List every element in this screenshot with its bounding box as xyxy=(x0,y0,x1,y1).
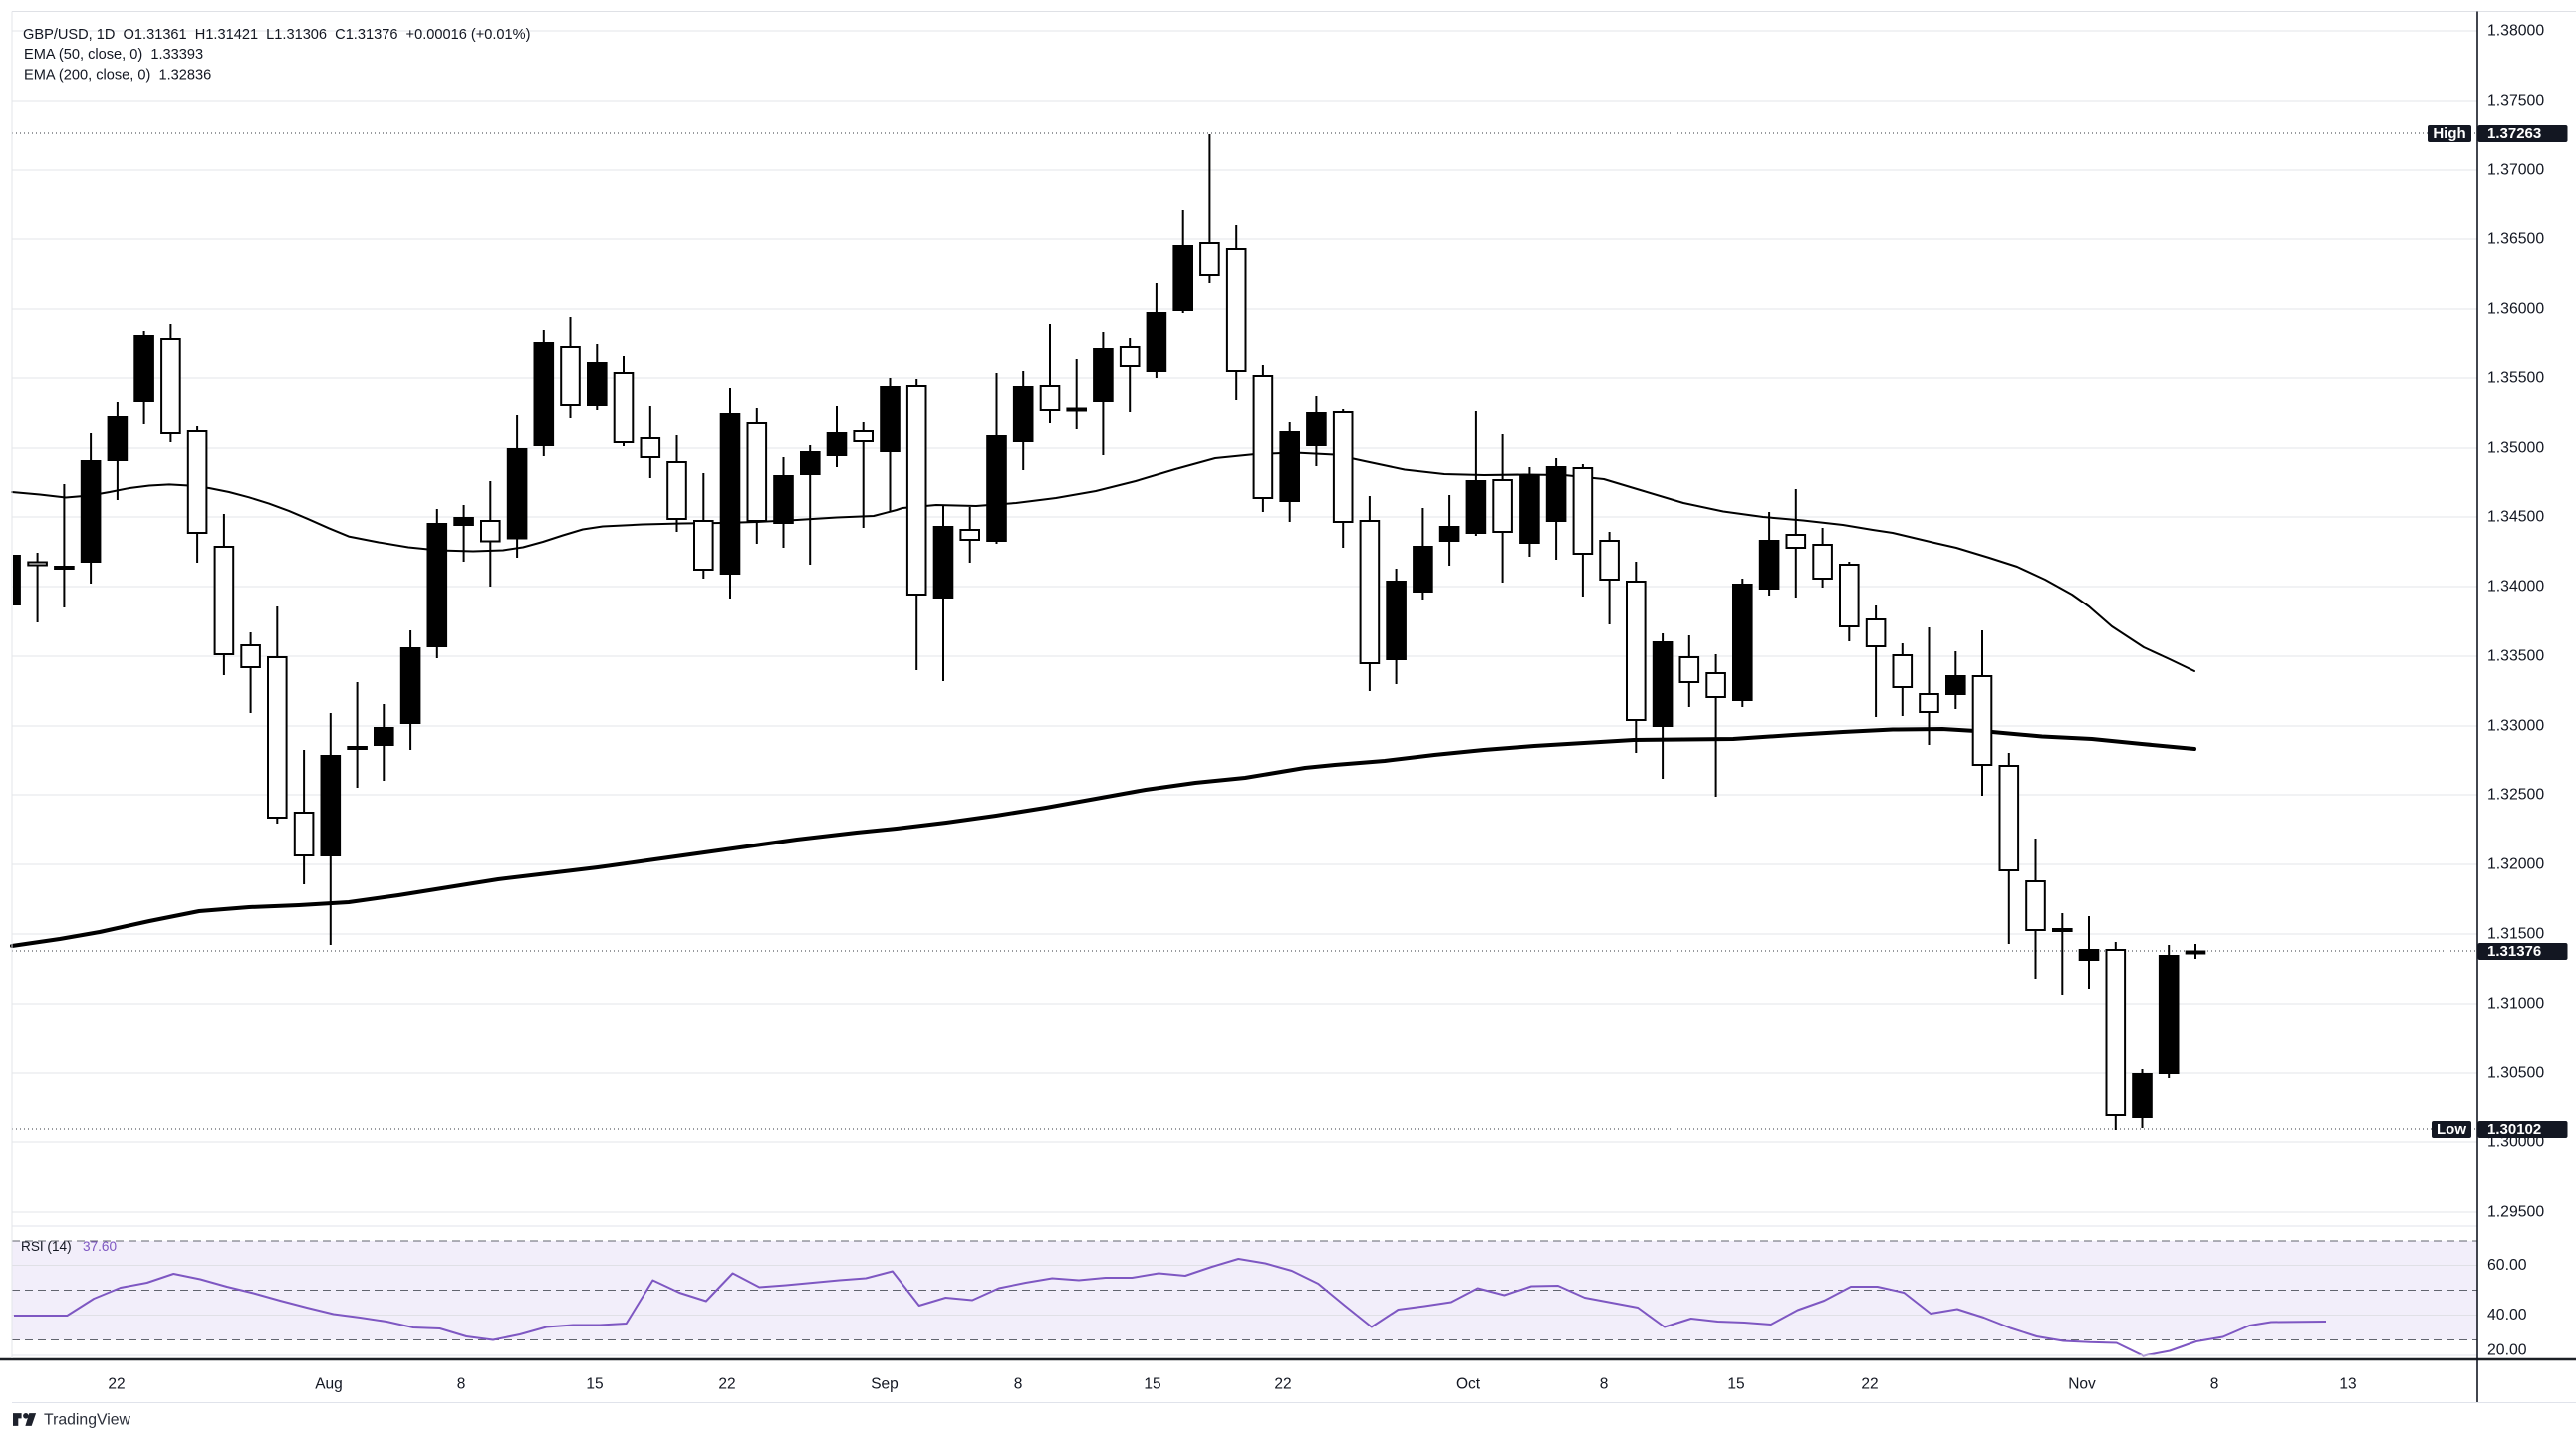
svg-text:15: 15 xyxy=(1144,1376,1160,1393)
svg-text:1.29500: 1.29500 xyxy=(2487,1204,2544,1221)
svg-text:8: 8 xyxy=(1014,1376,1023,1393)
svg-text:40.00: 40.00 xyxy=(2487,1307,2527,1324)
svg-text:1.34500: 1.34500 xyxy=(2487,509,2544,526)
svg-text:1.32500: 1.32500 xyxy=(2487,787,2544,804)
svg-text:8: 8 xyxy=(2210,1376,2219,1393)
svg-text:1.37000: 1.37000 xyxy=(2487,162,2544,179)
svg-text:Oct: Oct xyxy=(1456,1376,1481,1393)
svg-text:20.00: 20.00 xyxy=(2487,1342,2527,1359)
svg-text:15: 15 xyxy=(586,1376,603,1393)
svg-text:13: 13 xyxy=(2339,1376,2356,1393)
svg-text:Nov: Nov xyxy=(2068,1376,2096,1393)
svg-text:EMA (200, close, 0) 1.32836: EMA (200, close, 0) 1.32836 xyxy=(24,67,211,83)
svg-text:1.36000: 1.36000 xyxy=(2487,301,2544,318)
svg-text:RSI (14): RSI (14) xyxy=(21,1239,72,1254)
svg-text:8: 8 xyxy=(1600,1376,1609,1393)
svg-text:22: 22 xyxy=(1861,1376,1878,1393)
svg-text:1.33500: 1.33500 xyxy=(2487,648,2544,665)
svg-text:1.35000: 1.35000 xyxy=(2487,440,2544,457)
svg-text:60.00: 60.00 xyxy=(2487,1257,2527,1274)
svg-text:1.31500: 1.31500 xyxy=(2487,926,2544,943)
svg-text:37.60: 37.60 xyxy=(83,1239,117,1254)
svg-text:1.31376: 1.31376 xyxy=(2487,943,2541,960)
svg-text:Sep: Sep xyxy=(871,1376,899,1393)
svg-text:1.34000: 1.34000 xyxy=(2487,579,2544,596)
svg-text:GBP/USD, 1D O1.31361 H1.3142: GBP/USD, 1D O1.31361 H1.31421 L1.31306 C… xyxy=(23,27,531,43)
svg-text:TradingView: TradingView xyxy=(44,1411,131,1428)
svg-text:1.30500: 1.30500 xyxy=(2487,1065,2544,1082)
svg-text:22: 22 xyxy=(108,1376,125,1393)
svg-text:1.30102: 1.30102 xyxy=(2487,1121,2541,1138)
svg-text:1.38000: 1.38000 xyxy=(2487,23,2544,40)
svg-text:1.37263: 1.37263 xyxy=(2487,125,2541,142)
svg-text:1.37500: 1.37500 xyxy=(2487,93,2544,110)
svg-text:8: 8 xyxy=(457,1376,466,1393)
svg-text:1.35500: 1.35500 xyxy=(2487,370,2544,387)
svg-text:22: 22 xyxy=(718,1376,735,1393)
svg-text:22: 22 xyxy=(1274,1376,1291,1393)
svg-text:1.36500: 1.36500 xyxy=(2487,231,2544,248)
svg-text:Aug: Aug xyxy=(315,1376,343,1393)
svg-text:High: High xyxy=(2433,125,2465,142)
svg-text:1.31000: 1.31000 xyxy=(2487,996,2544,1013)
svg-text:Low: Low xyxy=(2437,1121,2466,1138)
svg-text:1.32000: 1.32000 xyxy=(2487,856,2544,873)
svg-text:EMA (50, close, 0) 1.33393: EMA (50, close, 0) 1.33393 xyxy=(24,47,203,63)
svg-text:15: 15 xyxy=(1727,1376,1744,1393)
svg-text:1.33000: 1.33000 xyxy=(2487,718,2544,735)
